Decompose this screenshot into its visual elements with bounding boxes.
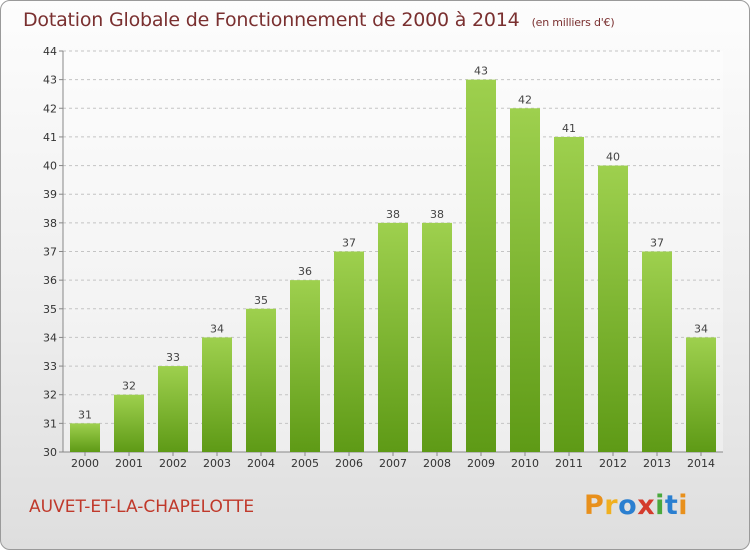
data-label: 36 — [298, 265, 312, 278]
data-label: 35 — [254, 294, 268, 307]
x-tick-label: 2007 — [379, 457, 407, 470]
data-label: 42 — [518, 93, 532, 106]
y-tick-label: 36 — [43, 274, 57, 287]
data-label: 32 — [122, 380, 136, 393]
data-label: 31 — [78, 408, 92, 421]
data-label: 40 — [606, 151, 620, 164]
bar — [202, 337, 232, 452]
y-tick-label: 39 — [43, 188, 57, 201]
proxiti-logo: Proxiti — [584, 490, 688, 521]
y-tick-label: 35 — [43, 303, 57, 316]
data-label: 37 — [342, 237, 356, 250]
data-label: 38 — [430, 208, 444, 221]
bar — [598, 165, 628, 453]
logo-letter: o — [618, 490, 638, 521]
bar — [246, 308, 276, 452]
bar — [378, 222, 408, 452]
x-tick-label: 2010 — [511, 457, 539, 470]
logo-letter: r — [604, 490, 619, 521]
y-tick-label: 43 — [43, 74, 57, 87]
x-tick-label: 2011 — [555, 457, 583, 470]
data-label: 33 — [166, 351, 180, 364]
y-tick-label: 32 — [43, 389, 57, 402]
bar — [158, 366, 188, 452]
chart-title: Dotation Globale de Fonctionnement de 20… — [23, 9, 615, 31]
x-tick-label: 2002 — [159, 457, 187, 470]
y-tick-label: 31 — [43, 417, 57, 430]
x-tick-label: 2006 — [335, 457, 363, 470]
commune-name: AUVET-ET-LA-CHAPELOTTE — [29, 497, 255, 517]
x-tick-label: 2008 — [423, 457, 451, 470]
bar — [466, 79, 496, 453]
bar — [510, 108, 540, 453]
logo-letter: i — [678, 490, 689, 521]
logo-letter: x — [637, 490, 656, 521]
bar — [422, 222, 452, 452]
bar — [554, 136, 584, 452]
x-tick-label: 2003 — [203, 457, 231, 470]
x-tick-label: 2009 — [467, 457, 495, 470]
x-tick-label: 2004 — [247, 457, 275, 470]
y-tick-label: 37 — [43, 246, 57, 259]
data-label: 43 — [474, 65, 488, 78]
logo-letter: i — [655, 490, 665, 521]
y-tick-label: 34 — [43, 331, 57, 344]
data-label: 37 — [650, 237, 664, 250]
y-tick-label: 44 — [43, 45, 57, 58]
bar — [114, 394, 144, 452]
bar — [686, 337, 716, 452]
data-label: 34 — [694, 322, 708, 335]
logo-letter: t — [664, 490, 679, 521]
bar — [290, 280, 320, 452]
bar — [642, 251, 672, 452]
data-label: 41 — [562, 122, 576, 135]
y-tick-label: 41 — [43, 131, 57, 144]
bar — [334, 251, 364, 452]
y-tick-label: 38 — [43, 217, 57, 230]
logo-letter: P — [584, 490, 605, 521]
data-label: 38 — [386, 208, 400, 221]
x-tick-label: 2013 — [643, 457, 671, 470]
x-tick-label: 2014 — [687, 457, 715, 470]
x-tick-label: 2001 — [115, 457, 143, 470]
y-tick-label: 33 — [43, 360, 57, 373]
chart-unit: (en milliers d'€) — [531, 16, 615, 29]
bar — [70, 423, 100, 452]
y-tick-label: 30 — [43, 446, 57, 459]
y-tick-label: 40 — [43, 160, 57, 173]
x-tick-label: 2000 — [71, 457, 99, 470]
y-tick-label: 42 — [43, 102, 57, 115]
x-tick-label: 2012 — [599, 457, 627, 470]
data-label: 34 — [210, 322, 224, 335]
x-tick-label: 2005 — [291, 457, 319, 470]
chart-title-text: Dotation Globale de Fonctionnement de 20… — [23, 9, 520, 31]
